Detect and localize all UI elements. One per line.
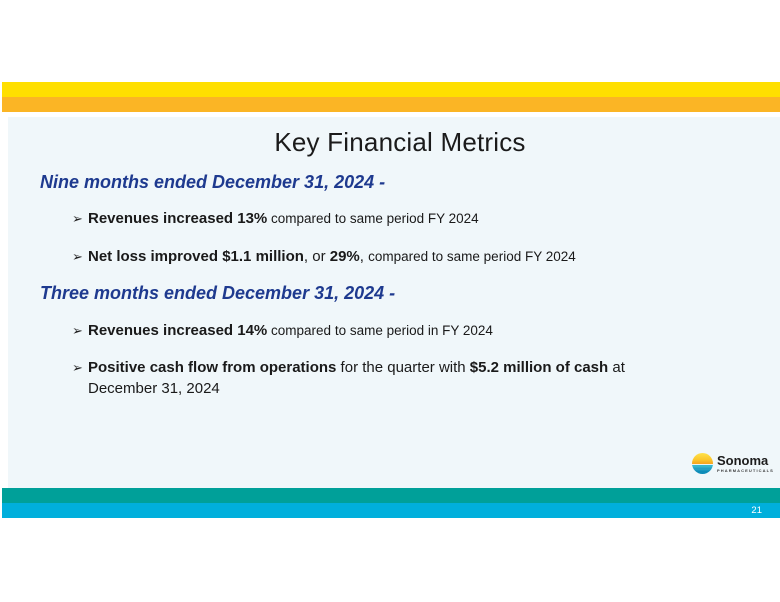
text-segment: Revenues increased 14% xyxy=(88,322,268,339)
text-segment: , or xyxy=(303,248,330,265)
text-segment: Revenues increased 13% xyxy=(88,210,268,227)
bullet-text: Revenues increased 13% compared to same … xyxy=(88,208,479,229)
bullet-arrow-icon: ➢ xyxy=(72,211,83,226)
bullet-text: Positive cash flow from operations for t… xyxy=(88,357,680,399)
page-number: 21 xyxy=(751,505,762,516)
text-segment: 29% xyxy=(329,248,360,265)
text-segment: Net loss improved $1.1 million xyxy=(88,248,304,265)
bullet-item: ➢ Positive cash flow from operations for… xyxy=(72,357,760,399)
page-title: Key Financial Metrics xyxy=(274,127,526,157)
teal-bar xyxy=(2,488,780,503)
section-three-months: Three months ended December 31, 2024 - ➢… xyxy=(40,282,760,399)
section-heading: Nine months ended December 31, 2024 - xyxy=(40,172,386,192)
content-panel: Key Financial Metrics Nine months ended … xyxy=(8,117,780,488)
logo-name: Sonoma xyxy=(717,452,769,468)
text-segment: Positive cash flow from operations xyxy=(88,359,337,376)
text-segment: for the quarter with xyxy=(336,359,470,376)
sonoma-logo-icon xyxy=(692,453,713,474)
bullet-arrow-icon: ➢ xyxy=(72,360,83,375)
text-segment: , xyxy=(359,248,369,265)
bullet-arrow-icon: ➢ xyxy=(72,249,83,264)
bullet-item: ➢ Revenues increased 13% compared to sam… xyxy=(72,208,760,229)
text-segment: at December 31, 2024 xyxy=(88,359,625,397)
logo-subtext: PHARMACEUTICALS xyxy=(717,467,774,473)
yellow-bar xyxy=(2,82,780,97)
bullet-arrow-icon: ➢ xyxy=(72,323,83,338)
text-segment: compared to same period FY 2024 xyxy=(368,249,576,264)
bottom-accent-bars: 21 xyxy=(2,488,780,518)
text-segment: $5.2 million of cash xyxy=(469,359,609,376)
bullet-item: ➢ Net loss improved $1.1 million, or 29%… xyxy=(72,246,760,267)
bullet-text: Net loss improved $1.1 million, or 29%, … xyxy=(88,246,576,267)
bullet-text: Revenues increased 14% compared to same … xyxy=(88,320,493,341)
sonoma-logo-text: Sonoma PHARMACEUTICALS xyxy=(717,454,774,474)
amber-bar xyxy=(2,97,780,112)
cyan-bar: 21 xyxy=(2,503,780,518)
section-heading: Three months ended December 31, 2024 - xyxy=(40,283,396,303)
text-segment: compared to same period in FY 2024 xyxy=(267,323,493,338)
bullet-item: ➢ Revenues increased 14% compared to sam… xyxy=(72,320,760,341)
text-segment: compared to same period FY 2024 xyxy=(267,211,479,226)
top-accent-bars xyxy=(2,82,780,112)
section-nine-months: Nine months ended December 31, 2024 - ➢ … xyxy=(40,171,760,267)
sonoma-logo: Sonoma PHARMACEUTICALS xyxy=(692,453,774,474)
